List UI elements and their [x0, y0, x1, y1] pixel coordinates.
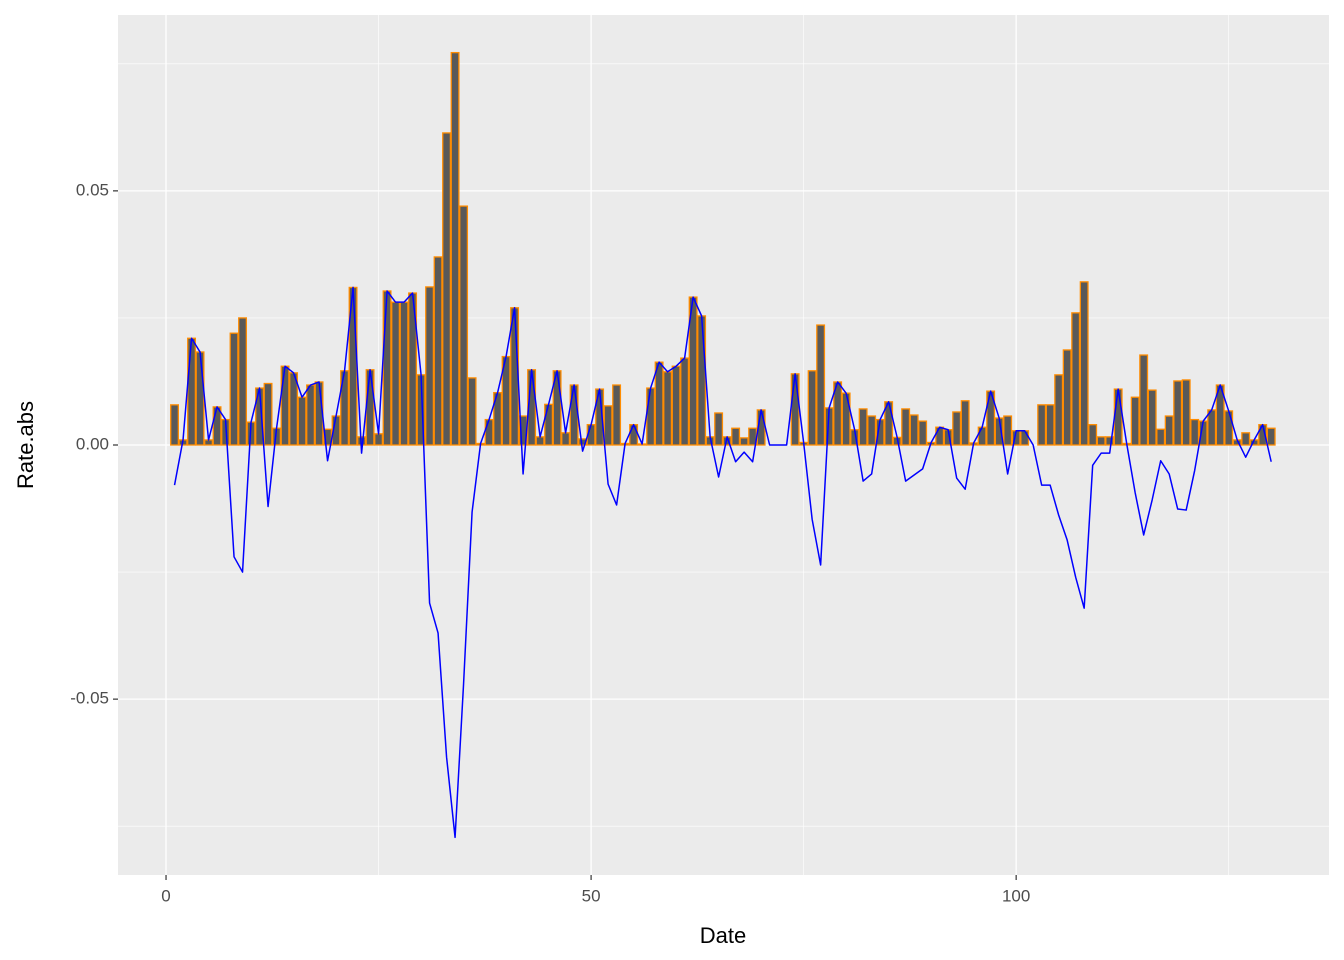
bar [535, 436, 545, 446]
bar [935, 426, 945, 446]
x-tick-label: 50 [582, 886, 601, 905]
x-tick-label: 100 [1002, 886, 1030, 905]
bar [1173, 380, 1183, 446]
bar [484, 418, 494, 446]
bar [450, 51, 460, 446]
bar [306, 384, 316, 446]
bar [195, 351, 205, 446]
bar [425, 286, 435, 446]
bar [739, 437, 749, 446]
bar [909, 414, 919, 446]
bar [467, 377, 477, 446]
bar [391, 301, 401, 446]
bar [442, 132, 452, 446]
bar [1071, 312, 1081, 446]
bar [170, 404, 180, 446]
bar [671, 365, 681, 446]
y-tick-label: 0.00 [76, 434, 109, 453]
bar [1156, 428, 1166, 446]
line [173, 286, 1272, 839]
x-axis-title: Date [700, 923, 746, 948]
bar [399, 301, 409, 446]
bar [807, 370, 817, 446]
bar [229, 332, 239, 446]
bar [714, 412, 724, 446]
bar [1190, 418, 1200, 446]
bar [697, 315, 707, 446]
bar [1181, 379, 1191, 446]
bar [1224, 410, 1234, 446]
bar [561, 432, 571, 446]
bar [1088, 424, 1098, 446]
bar [977, 426, 987, 446]
bar [1003, 415, 1013, 446]
bar [1062, 349, 1072, 446]
bar [374, 433, 384, 446]
bar [187, 337, 197, 446]
bar [238, 317, 248, 446]
bar [1020, 430, 1030, 446]
bar [1079, 281, 1089, 446]
bar [858, 408, 868, 446]
bar [603, 405, 613, 446]
bar [1105, 436, 1115, 446]
bar [1207, 409, 1217, 446]
bar [382, 290, 392, 446]
bar [1054, 374, 1064, 446]
y-axis-title: Rate.abs [13, 401, 38, 489]
marks [170, 51, 1276, 839]
bar [918, 420, 928, 446]
bar [1164, 415, 1174, 446]
bar [612, 384, 622, 446]
bar [280, 365, 290, 446]
bar [841, 392, 851, 446]
bar [1037, 404, 1047, 446]
bar [459, 205, 469, 446]
bar [960, 400, 970, 446]
bar [680, 357, 690, 446]
bar [663, 371, 673, 446]
bar [816, 324, 826, 446]
bar [569, 384, 579, 446]
bar [731, 427, 741, 446]
bar [1130, 396, 1140, 446]
y-tick-label: -0.05 [70, 689, 109, 708]
bar [212, 406, 222, 446]
bar [646, 387, 656, 446]
bar [867, 415, 877, 446]
bar [433, 256, 443, 446]
bar [510, 307, 520, 446]
bar [204, 439, 214, 446]
axes: 0 50 100 -0.05 0.00 0.05 [70, 180, 1030, 905]
bar [654, 361, 664, 446]
bar [952, 411, 962, 446]
bar [1045, 404, 1055, 446]
bar [263, 382, 273, 446]
bar [289, 372, 299, 446]
bar [578, 438, 588, 446]
x-tick-label: 0 [161, 886, 170, 905]
bar [544, 403, 554, 446]
bar [1096, 436, 1106, 446]
bar [901, 408, 911, 446]
bar [1241, 432, 1251, 446]
bar [365, 369, 375, 446]
bar [629, 424, 639, 446]
bar [297, 396, 307, 446]
bar [790, 373, 800, 446]
bar [1139, 354, 1149, 446]
bar [1266, 427, 1276, 446]
bar [1113, 388, 1123, 446]
bar [1147, 389, 1157, 446]
y-tick-label: 0.05 [76, 180, 109, 199]
